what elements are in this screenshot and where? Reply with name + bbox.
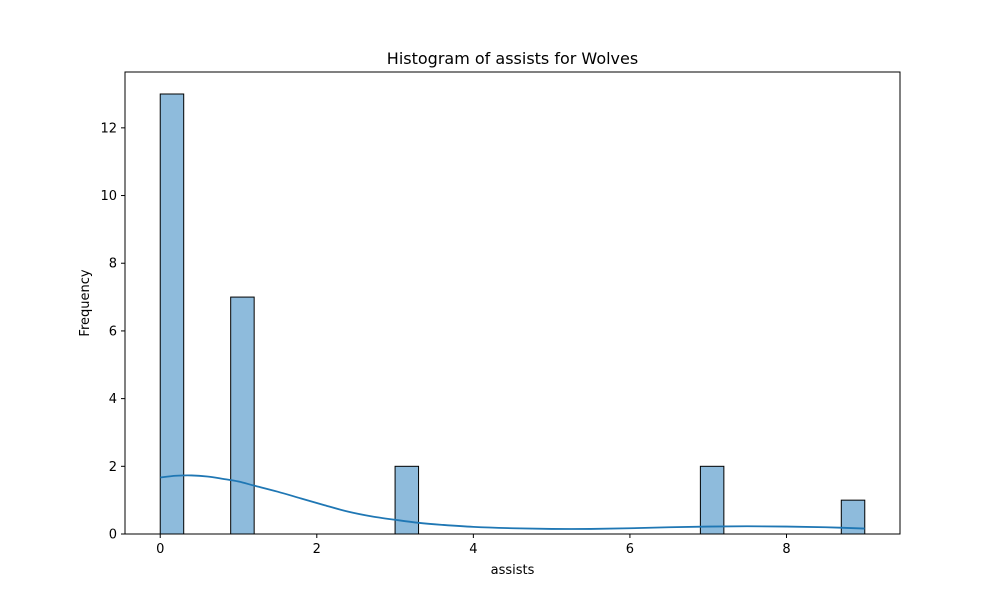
y-axis-label: Frequency [78, 269, 93, 336]
x-tick-label: 0 [156, 542, 164, 557]
y-axis-ticks: 0 2 4 6 8 10 12 [100, 121, 125, 543]
y-tick-label: 2 [109, 460, 117, 475]
x-axis-ticks: 0 2 4 6 8 [156, 534, 791, 557]
y-tick-label: 10 [100, 189, 117, 204]
kde-layer [160, 474, 865, 530]
x-tick-label: 4 [469, 542, 477, 557]
y-tick-label: 12 [100, 121, 117, 136]
x-tick-label: 8 [782, 542, 790, 557]
y-tick-label: 6 [109, 324, 117, 339]
histogram-bar [159, 93, 185, 535]
y-tick-label: 0 [109, 528, 117, 543]
x-tick-label: 6 [626, 542, 634, 557]
x-tick-label: 2 [313, 542, 321, 557]
plot-frame [124, 71, 901, 535]
y-tick-label: 4 [109, 392, 117, 407]
chart-title: Histogram of assists for Wolves [387, 49, 638, 68]
y-tick-label: 8 [109, 257, 117, 272]
histogram-bar [699, 465, 725, 535]
histogram-bar [230, 296, 255, 535]
kde-curve [160, 474, 865, 530]
x-axis-label: assists [491, 563, 535, 578]
bars-layer [159, 93, 866, 535]
histogram-bar [394, 465, 420, 535]
